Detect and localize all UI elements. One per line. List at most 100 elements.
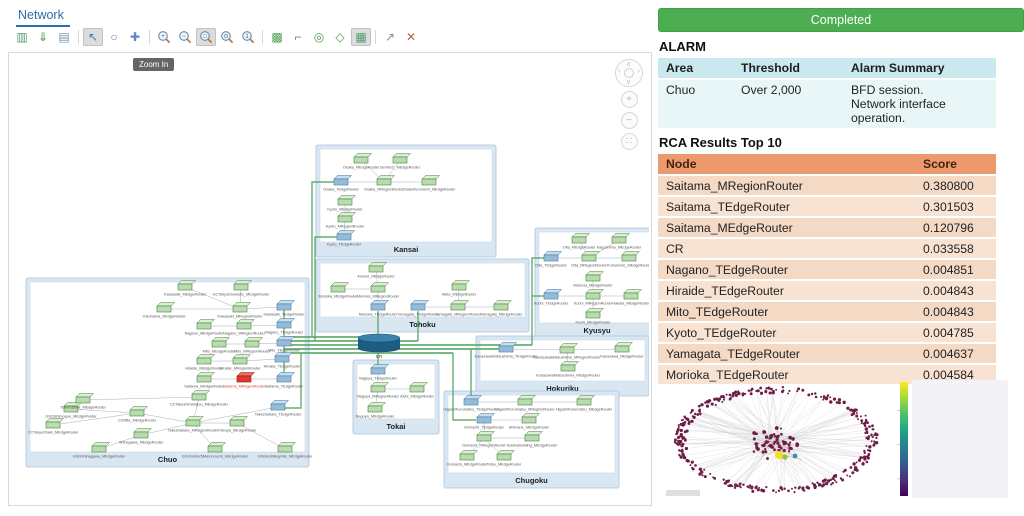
node-Hiraide_MEdgeRouter[interactable]: Hiraide_MEdgeRouter xyxy=(185,354,224,371)
node-Takeshabara_MRegionRouter[interactable]: Takeshabara_MRegionRouter xyxy=(168,416,219,433)
node-KanazawaMatsushima_MRegionRouter[interactable]: KanazawaMatsushima_MRegionRouter xyxy=(534,343,602,360)
node-Kagoshima_MEdgeRouter[interactable]: Kagoshima_MEdgeRouter xyxy=(597,233,642,250)
node-Yokohama_MEdgeRouter[interactable]: Yokohama_MEdgeRouter xyxy=(142,302,186,319)
expand-icon[interactable]: ↗ xyxy=(380,28,400,46)
node-Nagoya_MEdgeRouter[interactable]: Nagoya_MEdgeRouter xyxy=(356,402,395,419)
node-Saitama_TEdgeRouter[interactable]: Saitama_TEdgeRouter xyxy=(265,372,304,389)
node-Kawasaki_TEdgeRouter[interactable]: Kawasaki_TEdgeRouter xyxy=(264,300,306,317)
node-Osaka_MRegionRouter[interactable]: Osaka_MRegionRouter xyxy=(364,175,405,192)
node-KanazawaMatsushima_MEdgeRouter[interactable]: KanazawaMatsushima_MEdgeRouter xyxy=(536,361,601,378)
node-Kyoto_MRegionRouter[interactable]: Kyoto_MRegionRouter xyxy=(326,212,365,229)
node-CR[interactable]: CR xyxy=(357,333,401,359)
node-Oita_MEdgeRouter[interactable]: Oita_MEdgeRouter xyxy=(563,233,596,250)
node-GSGShinagawa_MEdgeRouter[interactable]: GSGShinagawa_MEdgeRouter xyxy=(73,442,127,459)
node-SuishoBuilding_MEdgeRouter[interactable]: SuishoBuilding_MEdgeRouter xyxy=(507,431,558,448)
node-Nagano_TEdgeRouter[interactable]: Nagano_TEdgeRouter xyxy=(265,318,304,335)
node-Saitama_MEdgeRouter[interactable]: Saitama_MEdgeRouter xyxy=(184,372,224,389)
node-CCTakeshimaGijou_MEdgeRouter[interactable]: CCTakeshimaGijou_MEdgeRouter xyxy=(170,390,229,407)
node-Aomori_MEdgeRouter[interactable]: Aomori_MEdgeRouter xyxy=(357,262,396,279)
tree-layout-icon[interactable]: ◇ xyxy=(330,28,350,46)
node-Tokorozawa_MEdgeRouter[interactable]: Tokorozawa_MEdgeRouter xyxy=(60,393,107,410)
node-Takeshabara_TEdgeRouter[interactable]: Takeshabara_TEdgeRouter xyxy=(255,400,302,417)
node-Oita_MRegionRouter[interactable]: Oita_MRegionRouter xyxy=(571,251,608,268)
node-Osaka_TEdgeRouter[interactable]: Osaka_TEdgeRouter xyxy=(323,175,360,192)
topology-canvas[interactable]: Zoom In ∧ ∨ ‹ › + − ∷ Kansai Tohoku Kyusyu Hokuri… xyxy=(8,52,660,506)
node-Kawasaki_MRegionRouter[interactable]: Kawasaki_MRegionRouter xyxy=(218,302,264,319)
node-Yamagata_MRegionRouter[interactable]: Yamagata_MRegionRouter xyxy=(435,300,482,317)
fit-view-icon[interactable]: ▩ xyxy=(267,28,287,46)
node-Nagano_MEdgeRouter[interactable]: Nagano_MEdgeRouter xyxy=(185,319,225,336)
node-Osaka_MEdgeRouter[interactable]: Osaka_MEdgeRouter xyxy=(343,153,380,170)
node-Nagoya_TEdgeRouter[interactable]: Nagoya_TEdgeRouter xyxy=(359,364,398,381)
node-Mito_MEdgeRouter[interactable]: Mito_MEdgeRouter xyxy=(203,337,236,354)
node-Yotsuya_MEdgeRouter[interactable]: Yotsuya_MEdgeRouter xyxy=(218,416,258,433)
node-GCTokyoDomestic_MEdgeRouter[interactable]: GCTokyoDomestic_MEdgeRouter xyxy=(213,280,271,297)
node-Shimane_MEdgeRouter[interactable]: Shimane_MEdgeRouter xyxy=(509,413,550,430)
node-KanazawaMatsushima_TEdgeRouter[interactable]: KanazawaMatsushima_TEdgeRouter xyxy=(475,342,539,359)
grid-layout-icon[interactable]: ▦ xyxy=(351,28,371,46)
node-Yamagata_MEdgeRouter[interactable]: Yamagata_MEdgeRouter xyxy=(480,300,523,317)
print-icon[interactable]: ▤ xyxy=(54,28,74,46)
import-image-icon[interactable]: ⇓ xyxy=(33,28,53,46)
node-Morioka_MEdgeRouter[interactable]: Morioka_MEdgeRouter xyxy=(318,282,358,299)
node-HigashiFurumatsu_TEdgeRouter[interactable]: HigashiFurumatsu_TEdgeRouter xyxy=(443,395,499,412)
node-Kanazawa_MEdgeRouter[interactable]: Kanazawa_MEdgeRouter xyxy=(600,342,644,359)
node-Oomachi_TEdgeRouter[interactable]: Oomachi_TEdgeRouter xyxy=(464,413,505,430)
pan-dpad[interactable]: ∧ ∨ ‹ › xyxy=(615,59,643,87)
node-CCMita_MEdgeRouter[interactable]: CCMita_MEdgeRouter xyxy=(118,406,157,423)
node-Akita_MEdgeRouter[interactable]: Akita_MEdgeRouter xyxy=(442,280,477,297)
node-Hiraide_TEdgeRouter[interactable]: Hiraide_TEdgeRouter xyxy=(264,352,301,369)
intra-link xyxy=(184,286,241,310)
lasso-select-icon[interactable]: ○ xyxy=(104,28,124,46)
node-Morioka_MRegionRouter[interactable]: Morioka_MRegionRouter xyxy=(357,282,400,299)
node-Oita_TEdgeRouter[interactable]: Oita_TEdgeRouter xyxy=(535,251,568,268)
node-HigashiFurumatsu_MEdgeRouter[interactable]: HigashiFurumatsu_MEdgeRouter xyxy=(556,395,613,412)
node-GSGSintec5Marunouchi_MEdgeRouter[interactable]: GSGSintec5Marunouchi_MEdgeRouter xyxy=(182,442,249,459)
zoom-window-icon[interactable]: □ xyxy=(196,28,216,46)
node-Oomachi_MRegionRouter[interactable]: Oomachi_MRegionRouter xyxy=(462,431,507,448)
node-Aichi_MEdgeRouter[interactable]: Aichi_MEdgeRouter xyxy=(400,382,435,399)
polyline-layout-icon[interactable]: ⌐ xyxy=(288,28,308,46)
node-OsakaTenmachi_MEdgeRouter[interactable]: OsakaTenmachi_MEdgeRouter xyxy=(403,175,456,192)
node-CCTokyoOsaki_MEdgeRouter[interactable]: CCTokyoOsaki_MEdgeRouter xyxy=(28,418,79,435)
node-Morioka_TEdgeRouter[interactable]: Morioka_TEdgeRouter xyxy=(359,300,398,317)
node-Nagoya_MRegionRouter[interactable]: Nagoya_MRegionRouter xyxy=(357,382,400,399)
zoom-in-button[interactable]: + xyxy=(620,91,638,108)
fit-button[interactable]: ∷ xyxy=(620,133,638,150)
node-GSGInstMegmite_MEdgeRouter[interactable]: GSGInstMegmite_MEdgeRouter xyxy=(258,442,313,459)
zoom-selection-icon[interactable]: ⊙ xyxy=(217,28,237,46)
pan-move-icon[interactable]: ✚ xyxy=(125,28,145,46)
fullscreen-icon[interactable]: ✕ xyxy=(401,28,421,46)
node-Matsura_MEdgeRouter[interactable]: Matsura_MEdgeRouter xyxy=(573,271,613,288)
node-Kochi_MRegionRouter[interactable]: Kochi_MRegionRouter xyxy=(574,289,613,306)
node-Kochi_TEdgeRouter[interactable]: Kochi_TEdgeRouter xyxy=(534,289,569,306)
node-Kyoto_TEdgeRouter[interactable]: Kyoto_TEdgeRouter xyxy=(327,230,362,247)
node-SenriGC_MEdgeRouter[interactable]: SenriGC_MEdgeRouter xyxy=(380,153,421,170)
zoom-out-button[interactable]: − xyxy=(620,112,638,129)
node-Mito_MRegionRouter[interactable]: Mito_MRegionRouter xyxy=(234,337,271,354)
node-Hakata_MEdgeRouter[interactable]: Hakata_MEdgeRouter xyxy=(612,289,651,306)
tab-network[interactable]: Network xyxy=(16,6,70,27)
node-Saitama_MRegionRouter[interactable]: Saitama_MRegionRouter xyxy=(223,372,266,389)
node-Yamagata_TEdgeRouter[interactable]: Yamagata_TEdgeRouter xyxy=(397,300,440,317)
zoom-selection-icon-glyph: ⊙ xyxy=(220,30,233,43)
node-Shinagawa_MEdgeRouter[interactable]: Shinagawa_MEdgeRouter xyxy=(119,428,164,445)
export-image-icon[interactable]: ▥ xyxy=(12,28,32,46)
zoom-reset-icon[interactable]: 1 xyxy=(238,28,258,46)
node-Kyoto_MEdgeRouter[interactable]: Kyoto_MEdgeRouter xyxy=(327,195,363,212)
node-Kawasaki_MEdgeRouter[interactable]: Kawasaki_MEdgeRouter xyxy=(164,280,207,297)
node-Kumamoto_MEdgeRouter[interactable]: Kumamoto_MEdgeRouter xyxy=(607,251,652,268)
node-GSGShimogoe_MEdgeRouter[interactable]: GSGShimogoe_MEdgeRouter xyxy=(45,402,97,419)
node-Mito_TEdgeRouter[interactable]: Mito_TEdgeRouter xyxy=(268,336,301,353)
graph-node xyxy=(768,391,772,395)
pointer-select-icon[interactable]: ↖ xyxy=(83,28,103,46)
node-Hiraide_MRegionRouter[interactable]: Hiraide_MRegionRouter xyxy=(220,354,261,371)
node-Tetsu_MEdgeRouter[interactable]: Tetsu_MEdgeRouter xyxy=(487,450,522,467)
zoom-in-icon[interactable]: + xyxy=(154,28,174,46)
node-Nagano_MRegionRouter[interactable]: Nagano_MRegionRouter xyxy=(223,319,266,336)
zoom-out-icon[interactable]: − xyxy=(175,28,195,46)
node-Oomachi_MEdgeRouter[interactable]: Oomachi_MEdgeRouter xyxy=(447,450,488,467)
node-HigashiFurumatsu_MRegionRouter[interactable]: HigashiFurumatsu_MRegionRouter xyxy=(495,395,555,412)
circular-layout-icon[interactable]: ◎ xyxy=(309,28,329,46)
node-Kochi_MEdgeRouter[interactable]: Kochi_MEdgeRouter xyxy=(575,308,611,325)
